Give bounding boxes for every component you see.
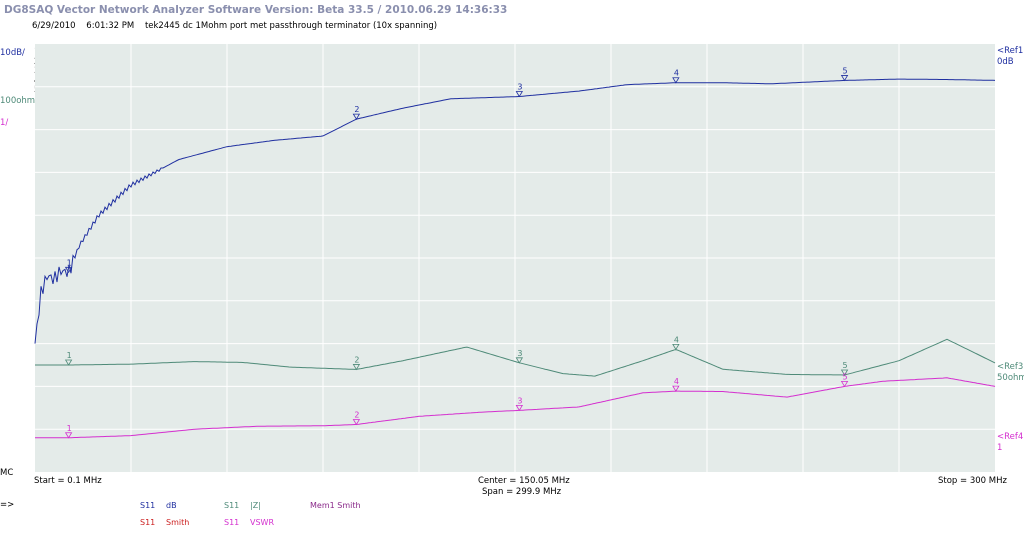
- marker-db-label: 3: [517, 83, 522, 92]
- marker-z-label: 2: [354, 355, 359, 364]
- marker-vswr-label: 1: [67, 424, 72, 433]
- marker-vswr-label: 4: [674, 377, 679, 386]
- marker-vswr-label: 3: [517, 396, 522, 405]
- marker-db-triangle: [515, 91, 524, 98]
- marker-z-triangle: [352, 364, 361, 371]
- marker-z-label: 4: [674, 335, 679, 344]
- marker-db-triangle: [352, 113, 361, 120]
- marker-z-label: 5: [843, 361, 848, 370]
- marker-vswr-label: 5: [843, 372, 848, 381]
- marker-vswr-triangle: [840, 381, 849, 388]
- measurement-date: 6/29/2010: [32, 21, 76, 31]
- ref3-label: <Ref3 50ohm: [997, 362, 1024, 383]
- marker-vswr-triangle: [352, 419, 361, 426]
- marker-vswr-triangle: [64, 432, 73, 439]
- marker-vswr-triangle: [515, 404, 524, 412]
- marker-db-label: 5: [843, 66, 848, 75]
- measurement-time: 6:01:32 PM: [86, 21, 135, 31]
- mc-label: MC: [0, 468, 14, 478]
- legend-row-2: S11 Smith S11 VSWR: [0, 518, 1024, 530]
- measurement-description: tek2445 dc 1Mohm port met passthrough te…: [144, 21, 438, 31]
- marker-db-label: 1: [67, 258, 72, 267]
- legend-s11-db-name[interactable]: S11: [140, 501, 156, 510]
- legend-s11-smith-format[interactable]: Smith: [166, 518, 190, 527]
- marker-db-triangle: [64, 266, 73, 274]
- start-frequency: Start = 0.1 MHz: [34, 476, 102, 486]
- marker-db-triangle: [840, 75, 849, 82]
- marker-db-triangle: [672, 77, 680, 84]
- legend-row-1: S11 dB S11 |Z| Mem1 Smith: [0, 501, 1024, 513]
- center-frequency: Center = 150.05 MHz: [478, 476, 570, 486]
- db-scale-label: 10dB/: [0, 48, 25, 58]
- vswr-scale-label: 1/: [0, 118, 9, 128]
- marker-z-label: 3: [517, 349, 522, 358]
- legend-s11-smith-name[interactable]: S11: [140, 518, 156, 527]
- marker-db-label: 2: [354, 105, 359, 114]
- marker-z-triangle: [672, 343, 680, 351]
- marker-vswr-label: 2: [354, 410, 359, 419]
- span-frequency: Span = 299.9 MHz: [482, 487, 562, 497]
- ref1-label: <Ref1 0dB: [997, 46, 1024, 67]
- marker-db-label: 4: [674, 69, 679, 78]
- series-vswr-trace: [35, 377, 996, 439]
- series-db-trace: [34, 78, 996, 344]
- ohm-scale-label: 100ohm/: [0, 96, 38, 106]
- marker-vswr-triangle: [672, 385, 680, 392]
- stop-frequency: Stop = 300 MHz: [938, 476, 1007, 486]
- legend-s11-z-format[interactable]: |Z|: [250, 501, 261, 510]
- marker-z-triangle: [515, 357, 524, 364]
- ref4-label: <Ref4 1: [997, 432, 1024, 453]
- legend-s11-vswr-name[interactable]: S11: [224, 518, 240, 527]
- legend-s11-db-format[interactable]: dB: [166, 501, 177, 510]
- marker-z-triangle: [840, 369, 849, 376]
- legend-mem1-smith[interactable]: Mem1 Smith: [310, 501, 361, 510]
- marker-z-triangle: [64, 359, 73, 366]
- legend-s11-z-name[interactable]: S11: [224, 501, 240, 510]
- marker-z-label: 1: [67, 351, 72, 360]
- series-z-trace: [35, 338, 996, 377]
- measurement-info: 6/29/2010 6:01:32 PM tek2445 dc 1Mohm po…: [32, 21, 445, 31]
- legend-s11-vswr-format[interactable]: VSWR: [250, 518, 275, 527]
- app-title: DG8SAQ Vector Network Analyzer Software …: [4, 4, 508, 16]
- arrow-label: =>: [0, 500, 15, 510]
